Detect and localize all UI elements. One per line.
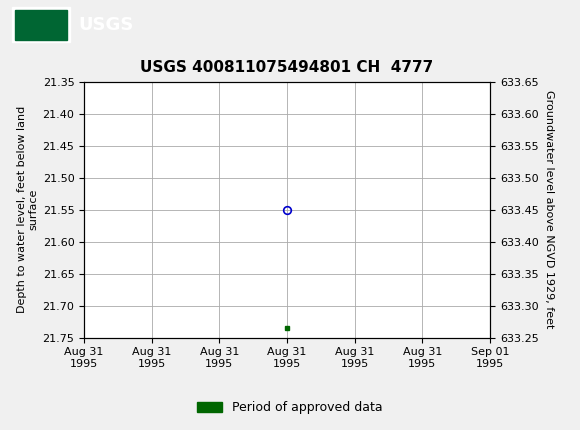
Text: USGS: USGS: [78, 16, 133, 34]
FancyBboxPatch shape: [12, 7, 70, 42]
Title: USGS 400811075494801 CH  4777: USGS 400811075494801 CH 4777: [140, 60, 434, 75]
FancyBboxPatch shape: [14, 10, 67, 40]
Y-axis label: Groundwater level above NGVD 1929, feet: Groundwater level above NGVD 1929, feet: [544, 90, 554, 329]
Y-axis label: Depth to water level, feet below land
surface: Depth to water level, feet below land su…: [17, 106, 38, 313]
Legend: Period of approved data: Period of approved data: [192, 396, 388, 419]
